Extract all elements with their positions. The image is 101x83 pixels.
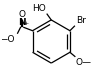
- Text: N: N: [18, 18, 26, 27]
- Text: +: +: [24, 21, 29, 26]
- Text: Br: Br: [76, 16, 86, 25]
- Text: O—: O—: [76, 58, 92, 67]
- Text: HO: HO: [32, 4, 45, 13]
- Text: −O: −O: [0, 35, 15, 44]
- Text: O: O: [18, 10, 25, 19]
